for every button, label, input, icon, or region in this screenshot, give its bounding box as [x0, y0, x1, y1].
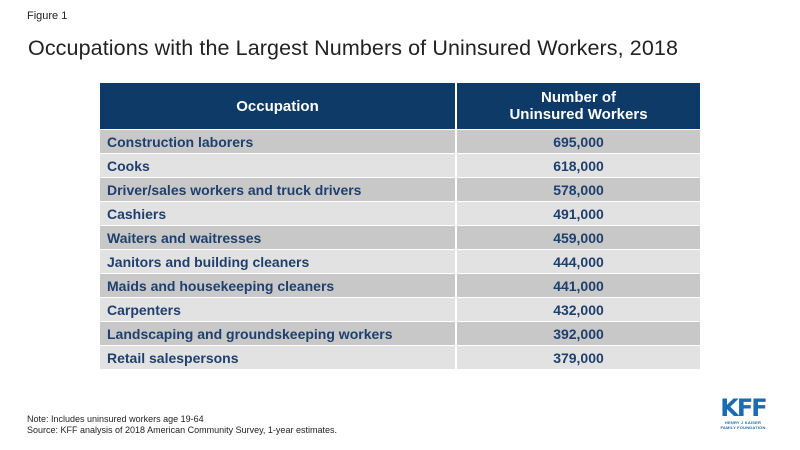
occupation-cell: Cooks — [100, 153, 457, 178]
kff-logo-line1: HENRY J KAISER — [724, 420, 762, 425]
occupation-cell: Maids and housekeeping cleaners — [100, 273, 457, 298]
count-cell: 459,000 — [456, 225, 700, 250]
table-row: Construction laborers 695,000 — [100, 129, 700, 154]
table-row: Cooks 618,000 — [100, 153, 700, 178]
table-header-row: Occupation Number of Uninsured Workers — [100, 83, 700, 130]
occupation-cell: Landscaping and groundskeeping workers — [100, 321, 457, 346]
count-cell: 441,000 — [456, 273, 700, 298]
figure-label: Figure 1 — [27, 10, 68, 22]
table-row: Waiters and waitresses 459,000 — [100, 225, 700, 250]
occupation-cell: Carpenters — [100, 297, 457, 322]
count-column-header-text: Number of Uninsured Workers — [509, 89, 648, 123]
table-row: Maids and housekeeping cleaners 441,000 — [100, 273, 700, 298]
occupation-column-header: Occupation — [100, 83, 457, 130]
note-text: Note: Includes uninsured workers age 19-… — [27, 414, 204, 424]
table-row: Janitors and building cleaners 444,000 — [100, 249, 700, 274]
occupation-cell: Retail salespersons — [100, 345, 457, 369]
count-cell: 695,000 — [456, 129, 700, 154]
count-cell: 491,000 — [456, 201, 700, 226]
table-row: Cashiers 491,000 — [100, 201, 700, 226]
occupation-cell: Waiters and waitresses — [100, 225, 457, 250]
count-cell: 392,000 — [456, 321, 700, 346]
occupation-cell: Janitors and building cleaners — [100, 249, 457, 274]
table-row: Carpenters 432,000 — [100, 297, 700, 322]
table-row: Driver/sales workers and truck drivers 5… — [100, 177, 700, 202]
kff-logo-line2: FAMILY FOUNDATION — [720, 425, 766, 430]
table-row: Landscaping and groundskeeping workers 3… — [100, 321, 700, 346]
table-row: Retail salespersons 379,000 — [100, 345, 700, 369]
occupation-cell: Construction laborers — [100, 129, 457, 154]
footnotes: Note: Includes uninsured workers age 19-… — [27, 414, 337, 436]
count-cell: 432,000 — [456, 297, 700, 322]
page-title: Occupations with the Largest Numbers of … — [28, 36, 679, 60]
occupation-cell: Driver/sales workers and truck drivers — [100, 177, 457, 202]
uninsured-workers-table: Occupation Number of Uninsured Workers C… — [100, 83, 700, 369]
count-cell: 578,000 — [456, 177, 700, 202]
count-cell: 444,000 — [456, 249, 700, 274]
occupation-cell: Cashiers — [100, 201, 457, 226]
kff-logo-mark: KFF — [720, 394, 767, 422]
count-column-header: Number of Uninsured Workers — [456, 83, 700, 130]
count-cell: 379,000 — [456, 345, 700, 369]
kff-logo: KFF HENRY J KAISER FAMILY FOUNDATION — [712, 396, 774, 430]
source-text: Source: KFF analysis of 2018 American Co… — [27, 425, 337, 435]
count-cell: 618,000 — [456, 153, 700, 178]
